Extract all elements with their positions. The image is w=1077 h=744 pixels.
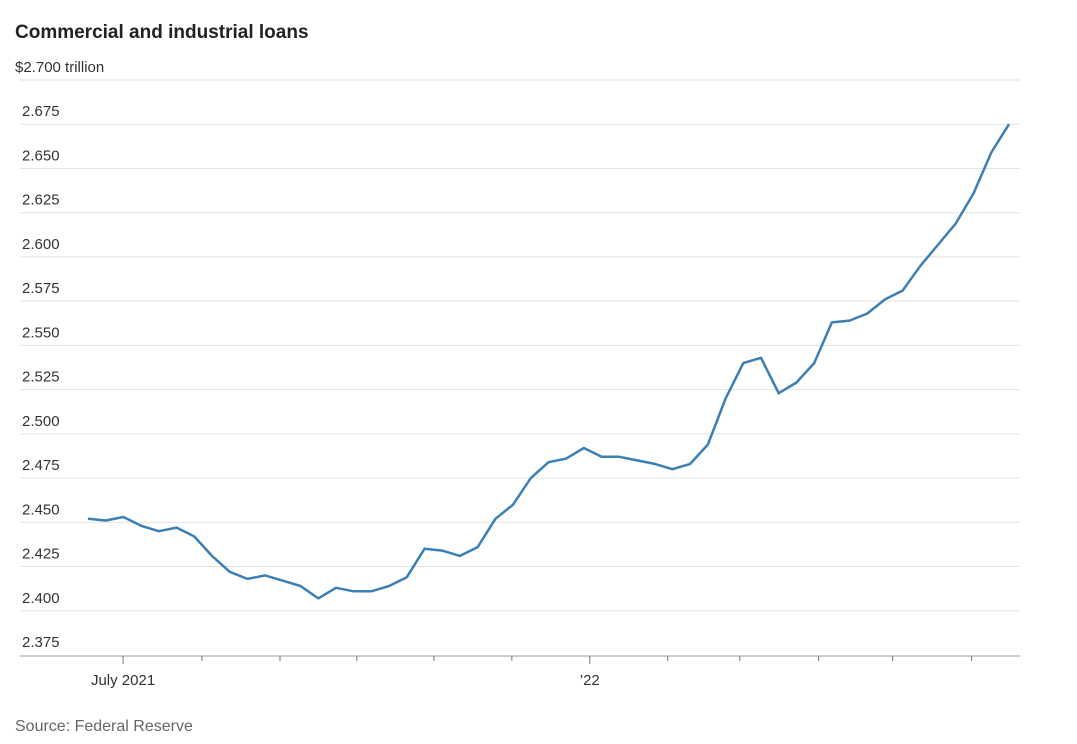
- y-tick-label: 2.450: [22, 501, 60, 518]
- y-tick-label: 2.500: [22, 413, 60, 430]
- y-tick-label: 2.675: [22, 103, 60, 120]
- y-tick-label: 2.625: [22, 192, 60, 209]
- y-tick-label: 2.400: [22, 590, 60, 607]
- y-tick-label: 2.550: [22, 324, 60, 341]
- y-tick-label: 2.600: [22, 236, 60, 253]
- y-tick-label: 2.650: [22, 147, 60, 164]
- line: [87, 123, 1011, 600]
- y-tick-label: 2.425: [22, 546, 60, 563]
- y-tick-label: 2.475: [22, 457, 60, 474]
- y-tick-label: 2.575: [22, 280, 60, 297]
- x-tick-label: July 2021: [91, 672, 155, 689]
- y-tick-label: $2.700 trillion: [15, 59, 104, 76]
- y-tick-label: 2.375: [22, 634, 60, 651]
- y-tick-label: 2.525: [22, 369, 60, 386]
- source: Source: Federal Reserve: [15, 718, 193, 735]
- chart-title: Commercial and industrial loans: [15, 22, 309, 43]
- x-tick-label: ’22: [580, 672, 600, 689]
